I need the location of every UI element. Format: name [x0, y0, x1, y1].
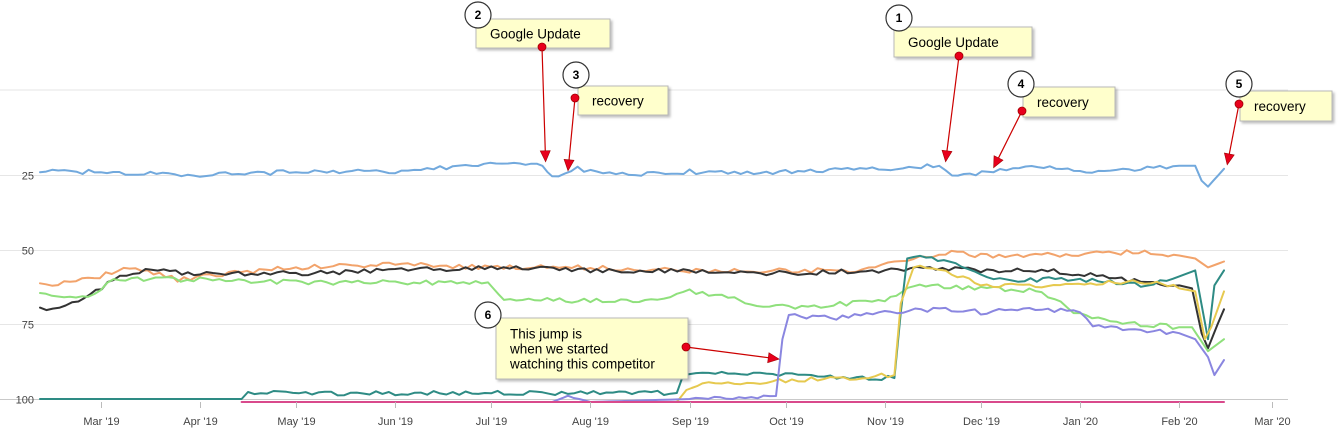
annotation-5: recovery 5 [1223, 70, 1333, 166]
annotation-number-circle [474, 301, 502, 329]
annotation-arrow [685, 346, 769, 359]
annotation-text: recovery [1037, 95, 1089, 110]
y-tick-label: 100 [16, 395, 34, 407]
annotation-marker [681, 342, 691, 352]
annotation-box [893, 26, 1033, 58]
annotation-text: recovery [1254, 99, 1306, 114]
annotation-box [1022, 86, 1116, 118]
annotation-number: 2 [475, 8, 482, 22]
axes: 25 50 75 100 Mar '19 Apr '19 May '19 Jun '19 Jul… [16, 171, 1291, 429]
series-line-3 [39, 276, 1225, 353]
x-tick-label: Oct '19 [769, 416, 804, 428]
annotation-text: watching this competitor [509, 357, 655, 372]
annotation-marker [1017, 106, 1027, 116]
annotation-marker [954, 51, 964, 61]
series-line-4 [39, 254, 1225, 400]
x-tick-label: Dec '19 [963, 416, 1000, 428]
x-tick-label: Jun '19 [378, 416, 413, 428]
series-lines [39, 161, 1225, 403]
annotation-box [1239, 90, 1333, 122]
series-line-1 [39, 249, 1225, 287]
annotation-number: 6 [485, 308, 492, 322]
annotation-4: recovery 4 [993, 70, 1116, 169]
y-tick-label: 25 [22, 171, 34, 183]
series-line-6 [551, 306, 1225, 403]
x-tick-label: Sep '19 [672, 416, 709, 428]
annotation-number: 1 [896, 11, 903, 25]
annotation-arrow [946, 55, 960, 151]
annotation-number-circle [885, 4, 913, 32]
annotation-number: 4 [1018, 77, 1025, 91]
annotation-number-circle [464, 1, 492, 29]
x-tick-label: Jul '19 [476, 416, 507, 428]
annotation-marker [1234, 99, 1244, 109]
annotation-number-circle [1225, 70, 1253, 98]
annotation-text: when we started [509, 342, 608, 357]
annotation-arrowhead [539, 150, 551, 163]
annotation-box [495, 317, 689, 380]
x-tick-label: May '19 [277, 416, 315, 428]
annotation-arrow [541, 46, 546, 151]
annotation-number: 5 [1236, 77, 1243, 91]
x-tick-label: Feb '20 [1161, 416, 1197, 428]
series-line-8 [39, 161, 1225, 188]
annotation-arrow [568, 97, 576, 160]
y-tick-label: 50 [22, 246, 34, 258]
x-tick-label: Nov '19 [867, 416, 904, 428]
annotation-arrow [997, 110, 1023, 159]
annotation-3: recovery 3 [562, 61, 669, 172]
annotation-2: Google Update 2 [464, 1, 611, 163]
annotation-number-circle [1007, 70, 1035, 98]
x-tick-label: Aug '19 [572, 416, 609, 428]
annotation-marker [537, 42, 547, 52]
annotation-arrowhead [767, 352, 780, 364]
annotation-1: Google Update 1 [885, 4, 1033, 163]
annotation-text: Google Update [908, 35, 999, 50]
annotation-text: This jump is [510, 327, 582, 342]
annotation-arrowhead [941, 149, 953, 163]
annotation-text: Google Update [490, 27, 581, 42]
annotation-arrow [1228, 103, 1240, 155]
annotation-arrowhead [993, 155, 1004, 169]
x-tick-label: Apr '19 [183, 416, 218, 428]
x-tick-label: Mar '19 [83, 416, 119, 428]
y-tick-label: 75 [22, 320, 34, 332]
annotation-number-circle [562, 61, 590, 89]
annotation-number: 3 [573, 68, 580, 82]
series-line-2 [39, 265, 1225, 350]
annotation-box [577, 85, 669, 116]
annotation-marker [570, 93, 580, 103]
x-tick-label: Jan '20 [1063, 416, 1098, 428]
x-tick-label: Mar '20 [1254, 416, 1290, 428]
annotation-arrowhead [563, 158, 575, 172]
annotation-arrowhead [1223, 152, 1235, 166]
annotation-text: recovery [592, 94, 644, 109]
